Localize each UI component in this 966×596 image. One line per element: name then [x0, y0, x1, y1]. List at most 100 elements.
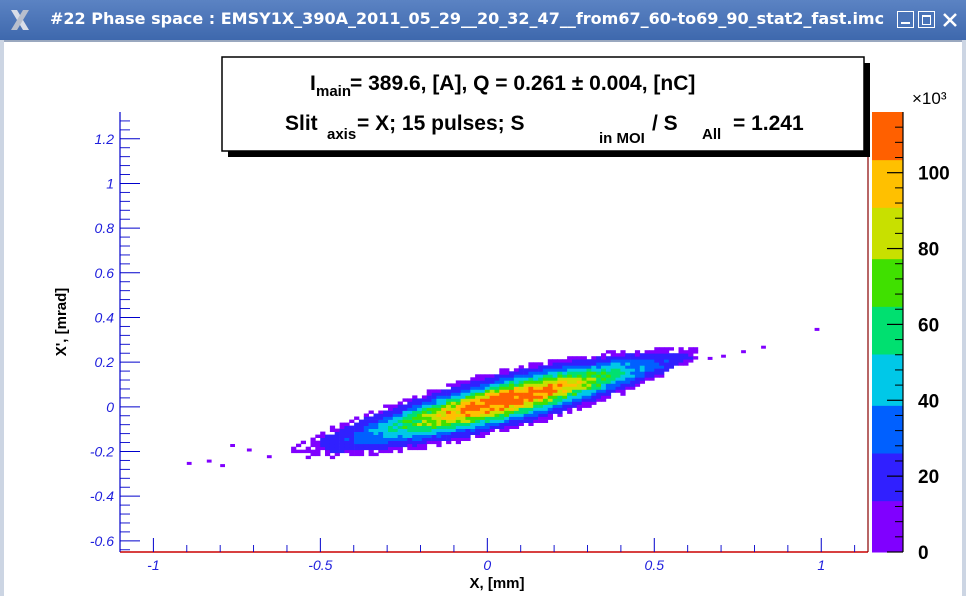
heatmap-cell: [591, 356, 597, 360]
heatmap-cell: [538, 398, 544, 402]
heatmap-cell: [402, 404, 408, 408]
heatmap-cell: [513, 377, 520, 381]
heatmap-cell: [446, 389, 452, 393]
heatmap-cell: [557, 395, 563, 399]
heatmap-cell: [441, 431, 447, 435]
heatmap-cell: [426, 389, 432, 393]
close-button[interactable]: [939, 11, 961, 28]
heatmap-cell: [412, 422, 418, 426]
heatmap-cell: [436, 431, 442, 435]
heatmap-cell: [513, 410, 520, 414]
heatmap-cell: [542, 416, 549, 420]
colorbar-segment: [872, 148, 903, 153]
heatmap-cell: [446, 416, 452, 420]
heatmap-cell: [446, 398, 452, 402]
heatmap-cell: [480, 434, 486, 438]
heatmap-cell: [339, 425, 345, 429]
heatmap-cell: [460, 413, 466, 417]
heatmap-cell: [349, 440, 355, 445]
heatmap-cell: [489, 425, 495, 429]
heatmap-cell: [436, 443, 442, 448]
heatmap-cell: [552, 401, 558, 405]
heatmap-cell: [586, 383, 592, 387]
heatmap-cell: [586, 395, 592, 399]
heatmap-cell: [455, 383, 461, 387]
heatmap-cell: [547, 398, 553, 402]
heatmap-cell: [484, 425, 490, 429]
colorbar-segment: [872, 412, 903, 417]
heatmap-cell: [460, 398, 466, 402]
heatmap-cell: [441, 407, 447, 411]
heatmap-cell: [552, 359, 558, 363]
heatmap-cell: [310, 443, 316, 448]
heatmap-cell: [484, 404, 490, 408]
heatmap-cell: [349, 437, 355, 441]
colorbar-segment: [872, 453, 903, 458]
heatmap-cell: [412, 434, 418, 438]
heatmap-cell: [436, 437, 442, 441]
heatmap-cell: [615, 362, 621, 366]
colorbar-segment: [872, 251, 903, 256]
heatmap-cell: [654, 374, 660, 378]
heatmap-cell: [639, 371, 645, 375]
heatmap-cell: [581, 386, 587, 390]
heatmap-cell: [499, 395, 505, 399]
heatmap-cell: [441, 422, 447, 426]
heatmap-cell: [446, 413, 452, 417]
heatmap-cell: [392, 422, 398, 426]
colorbar-segment: [872, 240, 903, 245]
heatmap-cell: [417, 434, 423, 438]
heatmap-cell: [528, 368, 534, 372]
heatmap-cell: [373, 434, 379, 438]
heatmap-outlier-cell: [220, 464, 225, 468]
heatmap-cell: [596, 368, 602, 372]
heatmap-cell: [421, 419, 428, 423]
heatmap-cell: [586, 368, 592, 372]
heatmap-cell: [489, 428, 495, 432]
heatmap-cell: [610, 359, 616, 363]
heatmap-cell: [412, 395, 418, 399]
heatmap-cell: [325, 443, 331, 448]
heatmap-cell: [610, 377, 616, 381]
heatmap-cell: [581, 362, 587, 366]
heatmap-cell: [465, 386, 471, 390]
colorbar-segment: [872, 379, 903, 384]
colorbar-segment: [872, 449, 903, 454]
heatmap-cell: [460, 434, 466, 438]
colorbar-segment: [872, 229, 903, 234]
heatmap-cell: [436, 389, 442, 393]
axes: -0.6 -0.4 -0.2 0 0.2 0.4 0.6 0.8 1 1.2 -1 -0.5 0 0.5 1: [90, 112, 869, 573]
heatmap-cell: [538, 404, 544, 408]
heatmap-cell: [354, 431, 360, 435]
heatmap-cell: [300, 449, 306, 454]
heatmap-cell: [470, 404, 476, 408]
heatmap-cell: [615, 356, 621, 360]
heatmap-cell: [572, 377, 578, 381]
heatmap-cell: [475, 413, 481, 417]
heatmap-cell: [572, 383, 578, 387]
heatmap-cell: [639, 377, 645, 381]
heatmap-cell: [489, 380, 495, 384]
heatmap-cell: [557, 374, 563, 378]
heatmap-cell: [547, 416, 553, 420]
heatmap-cell: [518, 368, 524, 372]
colorbar-segment: [872, 273, 903, 278]
heatmap-cell: [450, 383, 457, 387]
heatmap-cell: [465, 410, 471, 414]
heatmap-cell: [465, 428, 471, 432]
heatmap-cell: [334, 452, 340, 457]
heatmap-cell: [513, 389, 520, 393]
colorbar-segment: [872, 137, 903, 142]
heatmap-cell: [402, 428, 408, 432]
maximize-button[interactable]: [918, 11, 935, 28]
heatmap-cell: [630, 377, 636, 381]
window-titlebar[interactable]: #22 Phase space : EMSY1X_390A_2011_05_29…: [0, 0, 966, 40]
heatmap-cell: [572, 398, 578, 402]
heatmap-cell: [426, 407, 432, 411]
minimize-button[interactable]: [897, 11, 914, 28]
heatmap-cell: [455, 437, 461, 441]
heatmap-cell: [610, 386, 616, 390]
heatmap-cell: [392, 443, 398, 448]
heatmap-cell: [533, 365, 539, 369]
heatmap-cell: [591, 398, 597, 402]
